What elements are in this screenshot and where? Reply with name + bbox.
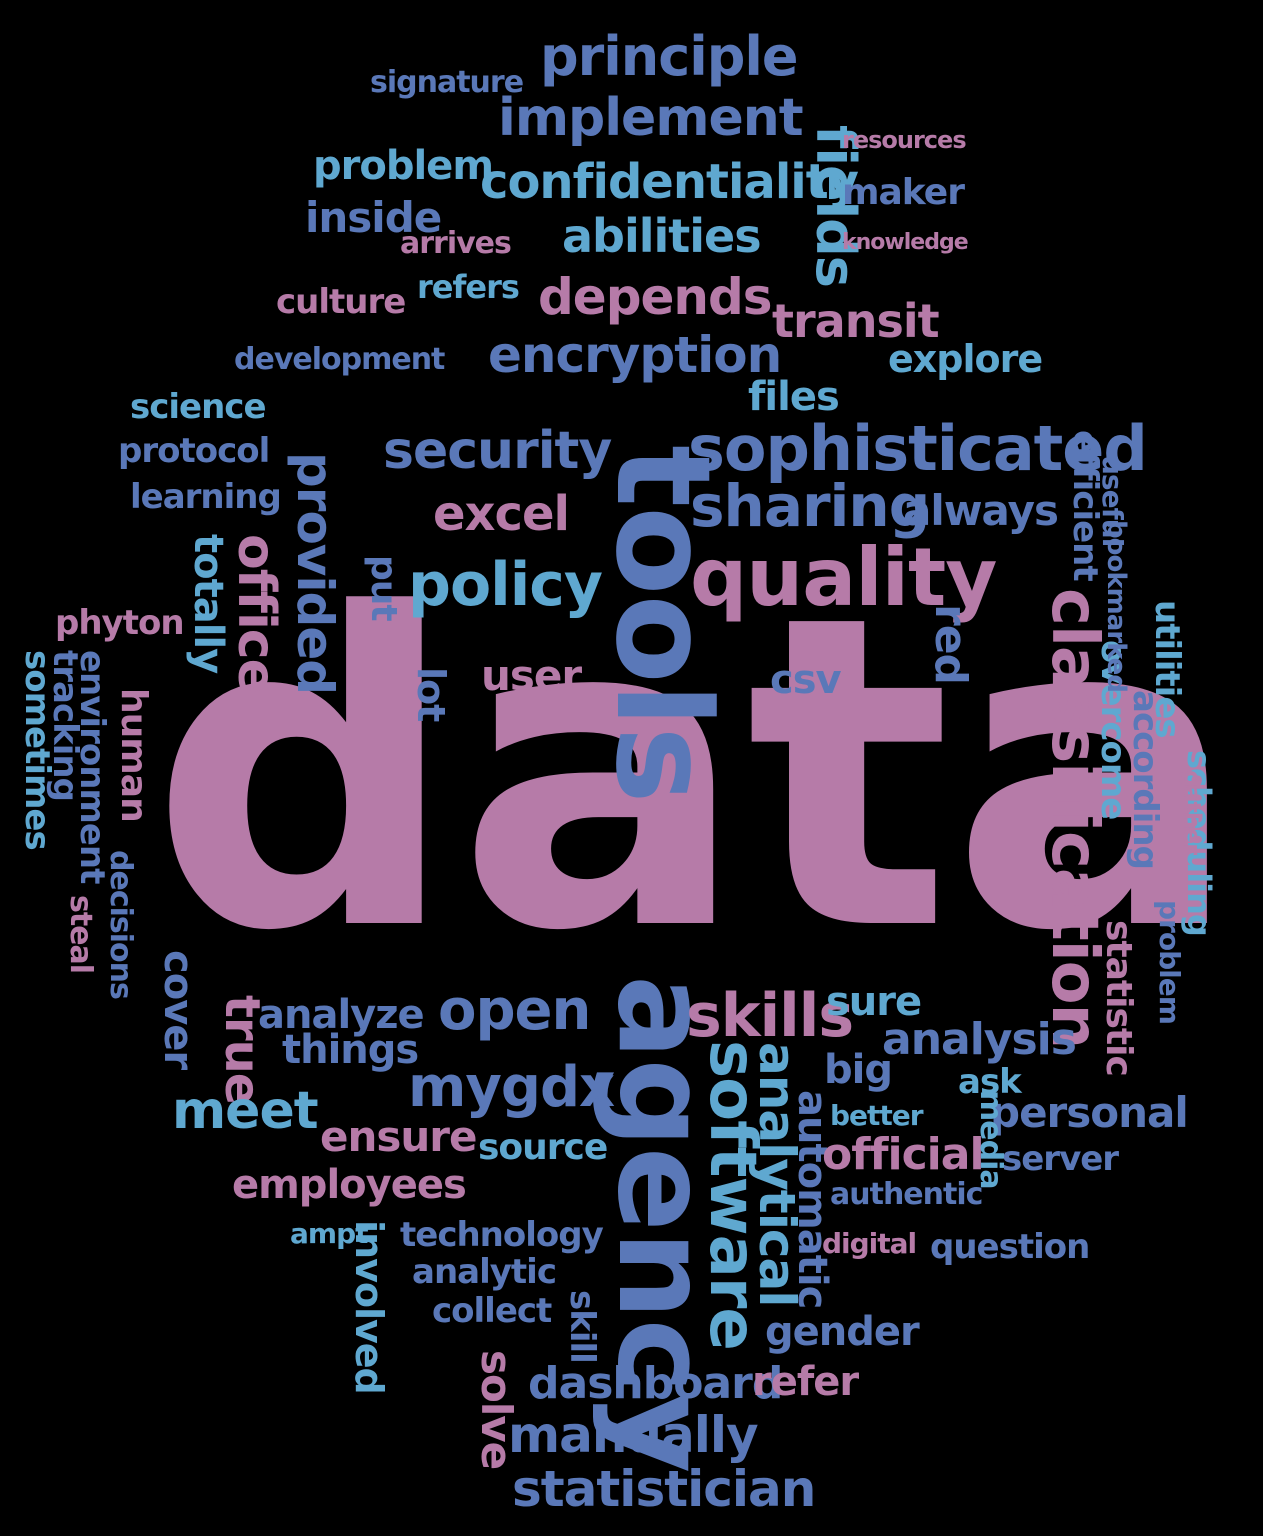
word-analysis: analysis [882,1014,1077,1065]
word-protocol: protocol [118,431,270,471]
word-csv: csv [770,657,842,703]
word-analyze: analyze [258,992,425,1038]
word-big: big [824,1047,893,1093]
word-statistic: statistic [1098,920,1139,1076]
word-arrives: arrives [400,226,512,261]
word-official: official [822,1129,985,1180]
word-automatic: automatic [789,1090,835,1309]
word-problem-right: problem [1153,900,1186,1024]
word-meet: meet [172,1081,319,1141]
word-bookmarked: bookmarked [1101,520,1131,692]
word-quality: quality [690,531,997,624]
word-utilities: utilities [1147,600,1187,738]
word-principle: principle [540,25,799,88]
word-office: office [226,534,286,693]
word-red: red [925,604,976,685]
word-personal: personal [990,1088,1189,1137]
word-lot: lot [409,667,453,722]
word-collect: collect [432,1291,552,1331]
word-science: science [130,387,267,427]
word-ask: ask [958,1062,1022,1102]
word-learning: learning [130,477,282,517]
word-sophisticated: sophisticated [688,412,1148,485]
word-confidentiality: confidentiality [480,154,859,210]
word-open: open [438,978,591,1043]
word-security: security [383,421,612,481]
word-data: data [150,525,1241,1025]
word-statistician: statistician [512,1460,816,1518]
word-put: put [363,555,404,621]
word-sure: sure [826,979,922,1025]
word-totally: totally [185,534,231,674]
word-maker: maker [842,172,965,213]
word-refer: refer [752,1359,859,1405]
word-explore: explore [888,337,1043,381]
word-better: better [830,1099,924,1132]
word-gather: gather [1178,770,1206,855]
word-mygdx: mygdx [408,1055,615,1120]
word-decisions: decisions [103,850,138,999]
word-abilities: abilities [562,209,762,263]
word-sharing: sharing [690,472,930,540]
word-manually: manually [508,1406,759,1464]
word-development: development [234,342,445,377]
word-refers: refers [417,268,520,306]
word-steal: steal [63,895,98,974]
word-server: server [1002,1139,1119,1179]
word-files: files [748,374,840,420]
word-culture: culture [276,282,406,322]
word-authentic: authentic [830,1177,983,1212]
word-source: source [478,1127,608,1168]
word-excel: excel [433,486,570,542]
word-resources: resources [842,126,967,154]
word-things: things [282,1027,419,1073]
word-analytic: analytic [412,1252,557,1292]
word-question: question [930,1227,1090,1267]
word-skills: skills [686,981,854,1051]
word-knowledge: knowledge [842,230,969,255]
word-implement: implement [498,88,804,148]
word-provided: provided [286,452,344,695]
word-transit: transit [772,294,940,348]
word-phyton: phyton [55,603,185,643]
word-policy: policy [408,550,603,620]
word-signature: signature [370,65,524,100]
word-depends: depends [538,268,773,326]
word-inside: inside [305,193,442,242]
word-technology: technology [400,1215,604,1255]
word-user: user [481,651,582,700]
word-media: media [973,1090,1008,1189]
word-involved: involved [347,1220,391,1394]
word-problem: problem [313,143,494,189]
word-environment: environment [72,650,112,884]
word-ampt: ampt [290,1217,368,1250]
word-gender: gender [765,1309,920,1355]
word-employees: employees [232,1162,467,1208]
word-dashboard: dashboard [528,1358,783,1409]
word-cover: cover [155,950,201,1070]
word-digital: digital [822,1227,917,1260]
word-skill: skill [562,1290,602,1363]
word-always: always [903,486,1059,535]
word-ensure: ensure [320,1112,477,1161]
word-human: human [113,688,154,822]
word-encryption: encryption [488,326,782,384]
